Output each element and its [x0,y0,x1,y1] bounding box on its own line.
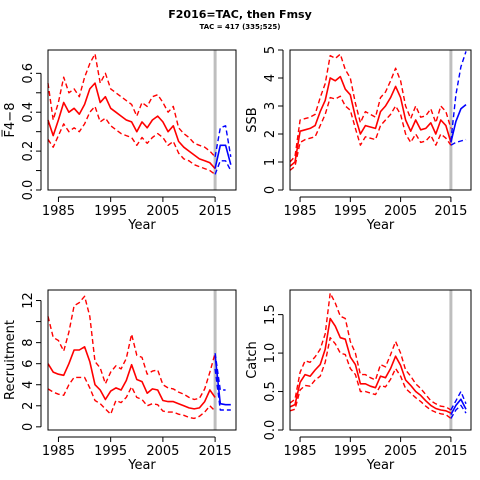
y-axis-title: Recruitment [3,320,18,400]
x-tick-label: 2005 [146,204,179,219]
x-tick-label: 2005 [146,444,179,459]
historical-upper-line [289,292,452,411]
y-tick-label: 4 [263,74,278,82]
historical-upper-line [47,53,216,158]
figure-title: F2016=TAC, then Fmsy [168,8,312,21]
y-tick-label: 12 [21,292,36,309]
forecast-estimate-line [214,144,232,169]
y-tick-label: 0.0 [21,180,36,201]
historical-upper-line [289,53,452,163]
y-tick-label: 1.0 [263,343,278,364]
x-tick-label: 2015 [199,444,232,459]
y-axis-title: SSB [245,107,260,132]
forecast-estimate-line [214,355,231,406]
historical-estimate-line [289,317,452,414]
x-tick-label: 2005 [384,204,417,219]
y-tick-label: 0.5 [263,381,278,402]
x-tick-label: 2015 [434,444,467,459]
x-tick-label: 2015 [199,204,232,219]
panel-ssb: 1985 1995 2005 2015 0 1 2 3 4 5 Year SSB [245,46,472,233]
plot-frame [47,289,237,431]
forecast-upper-line [450,390,467,411]
panel-catch: 1985 1995 2005 2015 0.0 0.5 1.0 1.5 Year Catch [245,289,472,473]
y-axis-title: F̅4−8 [2,103,18,138]
forecast-lower-line [450,138,467,146]
x-tick-label: 1985 [284,444,317,459]
panel-fbar: 1985 1995 2005 2015 0.0 0.2 0.4 0.6 Year F̅4−8 [2,49,237,233]
x-axis-title: Year [127,218,156,233]
historical-lower-line [47,376,216,420]
x-tick-label: 2005 [384,444,417,459]
y-tick-label: 0 [21,423,36,431]
forecast-lower-line [214,160,232,175]
y-tick-label: 5 [263,46,278,54]
forecast-upper-line [214,353,226,391]
x-tick-label: 1985 [284,204,317,219]
historical-upper-line [47,295,216,401]
y-tick-label: 0.4 [21,102,36,123]
y-tick-label: 1 [263,158,278,166]
plot-frame [289,289,472,431]
y-tick-label: 0.6 [21,63,36,84]
y-axis-title: Catch [245,341,260,379]
y-tick-label: 2 [263,130,278,138]
forecast-lower-line [450,404,467,419]
forecast-upper-line [450,51,467,142]
y-tick-label: 0.2 [21,141,36,162]
x-tick-label: 1995 [94,204,127,219]
historical-estimate-line [47,345,216,410]
historical-lower-line [47,105,216,175]
y-tick-label: 2 [21,402,36,410]
y-tick-label: 4 [21,381,36,389]
x-tick-label: 1995 [94,444,127,459]
y-tick-label: 6 [21,360,36,368]
figure-subtitle: TAC = 417 (335;525) [199,23,281,31]
y-tick-label: 3 [263,102,278,110]
x-tick-label: 1985 [42,444,75,459]
historical-estimate-line [47,82,216,170]
forecast-estimate-line [450,398,467,415]
x-axis-title: Year [127,458,156,473]
x-tick-label: 1995 [334,444,367,459]
x-tick-label: 1985 [42,204,75,219]
x-axis-title: Year [366,458,395,473]
plot-frame [289,49,472,191]
x-tick-label: 1995 [334,204,367,219]
y-tick-label: 8 [21,338,36,346]
historical-estimate-line [289,75,452,167]
y-tick-label: 0 [263,186,278,194]
forecast-lower-line [214,368,231,411]
forecast-estimate-line [450,103,467,143]
forecast-upper-line [214,125,232,158]
panel-recruitment: 1985 1995 2005 2015 0 2 4 6 8 12 Year Recruitment [3,289,237,473]
x-tick-label: 2015 [434,204,467,219]
y-tick-label: 0.0 [263,420,278,441]
historical-lower-line [289,95,452,171]
x-axis-title: Year [366,218,395,233]
y-tick-label: 1.5 [263,304,278,325]
plot-frame [47,49,237,191]
